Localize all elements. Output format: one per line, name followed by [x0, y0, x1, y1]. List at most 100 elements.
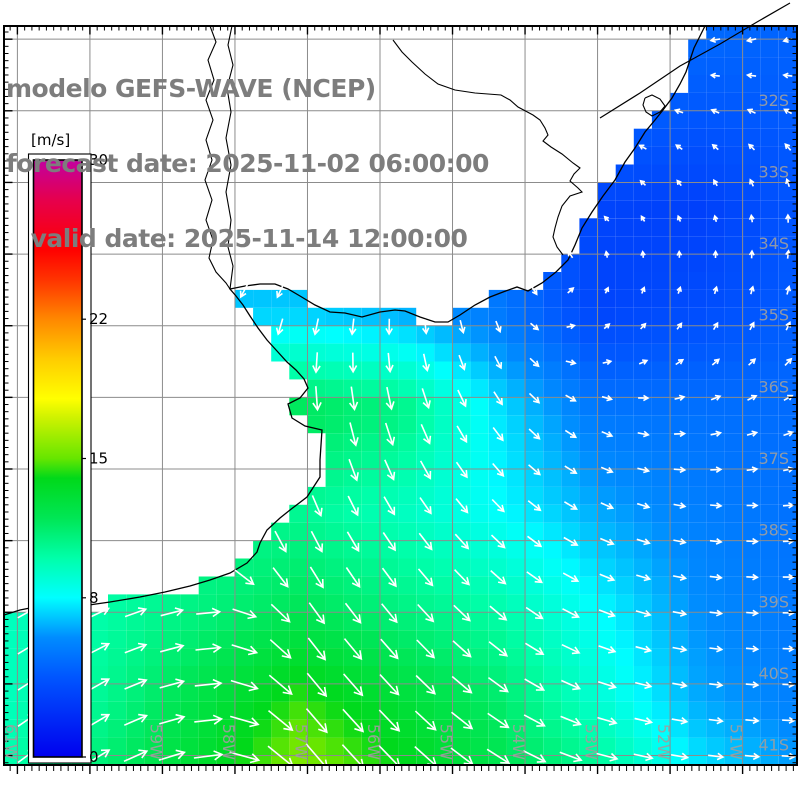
lat-label: 41S	[758, 736, 789, 755]
speed-cell	[343, 486, 362, 505]
speed-cell	[597, 200, 616, 219]
speed-cell	[706, 594, 725, 613]
lon-label: 56W	[364, 724, 383, 760]
speed-cell	[89, 612, 108, 631]
speed-cell	[108, 666, 127, 684]
speed-cell	[778, 110, 797, 129]
speed-cell	[108, 683, 127, 702]
wind-arrow	[348, 386, 359, 412]
colorbar-tick-label: 15	[89, 450, 108, 468]
wind-arrow	[673, 108, 684, 115]
speed-cell	[742, 289, 761, 308]
speed-cell	[180, 683, 199, 702]
speed-cell	[742, 594, 761, 613]
wind-arrow	[452, 640, 472, 658]
speed-cell	[452, 737, 471, 756]
speed-cell	[343, 701, 362, 720]
speed-cell	[651, 648, 670, 666]
speed-cell	[742, 128, 761, 147]
speed-cell	[633, 701, 652, 720]
speed-cell	[615, 630, 634, 649]
speed-cell	[742, 469, 761, 487]
speed-cell	[688, 254, 707, 272]
speed-cell	[670, 469, 689, 487]
speed-cell	[724, 92, 743, 111]
speed-cell	[416, 755, 435, 765]
speed-cell	[470, 433, 489, 452]
speed-cell	[706, 361, 725, 380]
wind-arrow	[602, 359, 613, 366]
speed-cell	[615, 486, 634, 505]
speed-cell	[398, 451, 417, 469]
wind-arrow	[565, 394, 577, 402]
speed-cell	[108, 755, 127, 765]
wind-arrow	[635, 609, 652, 618]
speed-cell	[670, 540, 689, 559]
wind-arrow	[783, 394, 794, 401]
speed-cell	[361, 522, 380, 541]
speed-cell	[688, 666, 707, 684]
speed-cell	[343, 307, 362, 326]
speed-cell	[271, 594, 290, 613]
speed-cell	[198, 594, 217, 613]
wind-arrow	[308, 602, 326, 625]
speed-cell	[688, 558, 707, 577]
wind-arrow	[783, 430, 795, 437]
speed-cell	[760, 236, 779, 255]
speed-cell	[343, 648, 362, 666]
wind-arrow	[312, 386, 322, 412]
speed-cell	[307, 648, 326, 666]
speed-cell	[561, 343, 580, 362]
speed-cell	[325, 576, 344, 595]
speed-cell	[688, 504, 707, 523]
speed-cell	[253, 307, 272, 326]
speed-cell	[470, 522, 489, 541]
speed-cell	[742, 558, 761, 577]
speed-cell	[398, 719, 417, 738]
speed-cell	[724, 39, 743, 58]
speed-cell	[307, 594, 326, 613]
speed-cell	[380, 630, 399, 649]
speed-cell	[470, 504, 489, 523]
speed-cell	[452, 666, 471, 684]
speed-cell	[706, 272, 725, 290]
speed-cell	[633, 325, 652, 344]
speed-cell	[651, 737, 670, 756]
speed-cell	[597, 666, 616, 684]
speed-cell	[633, 379, 652, 398]
speed-cell	[724, 57, 743, 75]
wind-arrow	[486, 748, 511, 764]
speed-cell	[216, 594, 235, 613]
wind-arrow	[596, 752, 619, 762]
speed-cell	[579, 236, 598, 255]
wind-arrow	[745, 72, 757, 79]
wind-arrow	[638, 359, 649, 365]
speed-cell	[597, 343, 616, 362]
speed-cell	[688, 75, 707, 93]
wind-arrow	[598, 609, 616, 618]
speed-cell	[561, 469, 580, 487]
speed-cell	[325, 379, 344, 398]
wind-arrow	[523, 750, 547, 763]
speed-cell	[416, 486, 435, 505]
speed-cell	[325, 558, 344, 577]
speed-cell	[706, 612, 725, 631]
speed-cell	[742, 648, 761, 666]
speed-cell	[615, 164, 634, 183]
speed-cell	[633, 755, 652, 765]
speed-cell	[670, 379, 689, 398]
speed-cell	[434, 737, 453, 756]
axis-labels: 32S33S34S35S36S37S38S39S40S41S61W60W59W5…	[1, 91, 789, 760]
speed-cell	[597, 486, 616, 505]
speed-cell	[633, 540, 652, 559]
wind-arrow	[231, 644, 259, 656]
speed-cell	[126, 648, 145, 666]
speed-cell	[452, 433, 471, 452]
speed-cell	[416, 343, 435, 362]
speed-cell	[778, 504, 797, 523]
speed-cell	[760, 75, 779, 93]
wind-arrow	[749, 178, 755, 187]
speed-cell	[615, 576, 634, 595]
speed-cell	[361, 737, 380, 756]
wind-arrow	[421, 388, 431, 410]
